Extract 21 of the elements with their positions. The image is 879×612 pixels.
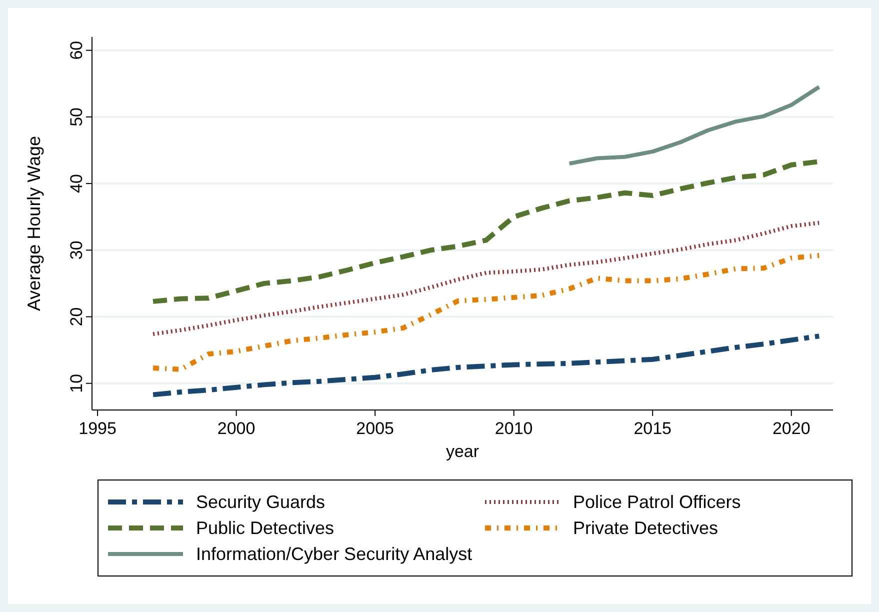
- legend-label: Police Patrol Officers: [573, 492, 741, 512]
- legend-label: Public Detectives: [196, 518, 334, 538]
- x-tick-label: 2010: [494, 419, 533, 438]
- x-tick-label: 2005: [356, 419, 394, 438]
- legend-label: Information/Cyber Security Analyst: [196, 544, 472, 564]
- y-tick-label: 30: [67, 240, 86, 260]
- line-series: [567, 84, 822, 166]
- y-tick-label: 40: [67, 174, 86, 193]
- x-tick-label: 2015: [634, 419, 672, 438]
- y-tick-label: 10: [67, 374, 86, 393]
- y-tick-label: 20: [67, 307, 86, 326]
- x-tick-label: 2020: [772, 419, 810, 438]
- y-tick-label: 50: [67, 107, 86, 126]
- legend-label: Private Detectives: [573, 518, 718, 538]
- line-series: [151, 220, 822, 336]
- y-axis-title: Average Hourly Wage: [24, 136, 44, 312]
- y-tick-label: 60: [67, 40, 86, 60]
- x-tick-label: 1995: [78, 419, 116, 438]
- x-axis-title: year: [446, 442, 480, 461]
- legend-label: Security Guards: [196, 492, 326, 512]
- x-tick-label: 2000: [217, 419, 256, 438]
